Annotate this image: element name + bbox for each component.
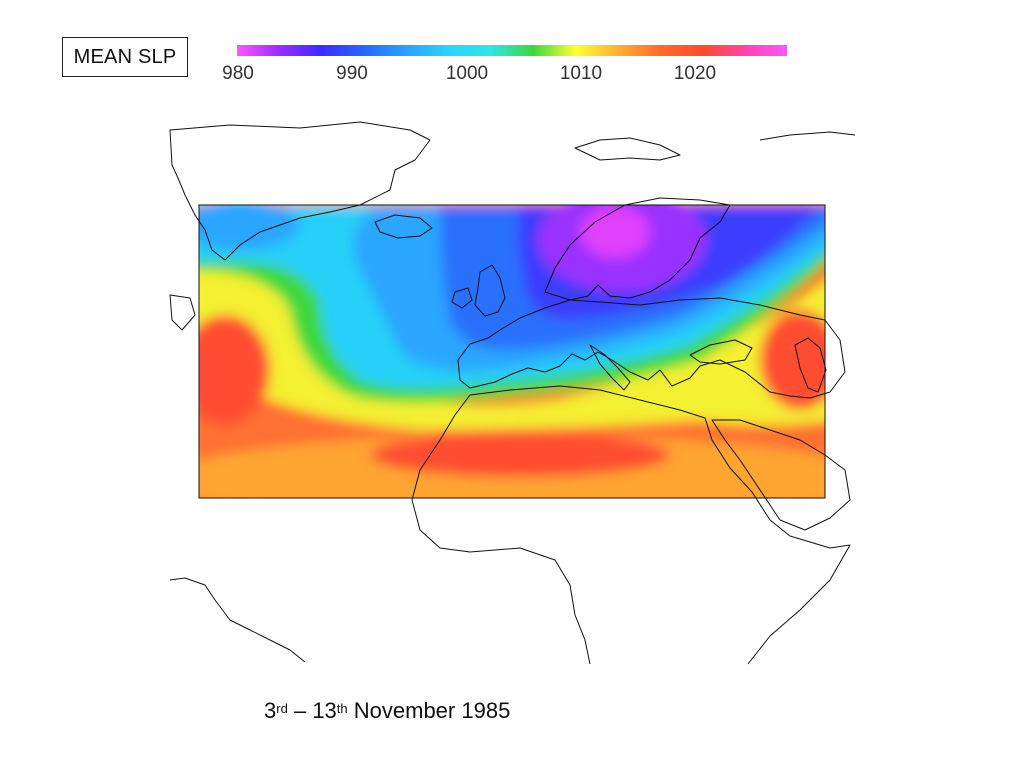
coastline-continental-europe — [457, 297, 846, 399]
field-band-cyan-greenland — [199, 205, 300, 250]
field-band-low-core — [580, 206, 650, 258]
colorbar-gradient — [237, 45, 787, 56]
coastline-arctic-islands — [574, 131, 856, 161]
field-band-red-east — [760, 310, 825, 410]
pressure-field — [199, 205, 825, 498]
colorbar-tick-1010: 1010 — [559, 63, 603, 84]
map-title: MEAN SLP — [62, 37, 188, 77]
caption-start-day: 3 — [264, 698, 277, 723]
coastline-iceland — [374, 214, 433, 239]
coastline-scandinavia — [544, 197, 731, 301]
colorbar-tick-1020: 1020 — [673, 63, 717, 84]
field-frame — [198, 204, 826, 499]
colorbar-ticks: 980 990 1000 1010 1020 — [0, 0, 1024, 100]
caption-end-day: 13 — [312, 698, 337, 723]
caption-end-suffix: th — [336, 701, 348, 716]
coastline-black-sea — [689, 339, 753, 365]
coastline-caspian — [794, 337, 827, 393]
coastline-uk-ireland — [451, 264, 506, 317]
colorbar-tick-990: 990 — [336, 63, 368, 84]
coastlines — [169, 121, 856, 665]
colorbar-tick-1000: 1000 — [445, 63, 489, 84]
caption-start-suffix: rd — [276, 701, 288, 716]
coastline-americas — [169, 294, 306, 663]
date-caption: 3rd – 13th November 1985 — [264, 698, 510, 724]
coastline-africa — [411, 385, 851, 665]
coastline-greenland — [169, 121, 431, 261]
caption-dash: – — [293, 698, 307, 723]
colorbar-tick-980: 980 — [222, 63, 254, 84]
field-band-red-sahara — [370, 433, 670, 477]
coastline-italy — [589, 344, 631, 391]
field-band-red-west — [199, 315, 270, 425]
colorbar — [237, 45, 787, 56]
coastline-arabia — [711, 419, 851, 531]
caption-month-year: November 1985 — [353, 698, 511, 723]
